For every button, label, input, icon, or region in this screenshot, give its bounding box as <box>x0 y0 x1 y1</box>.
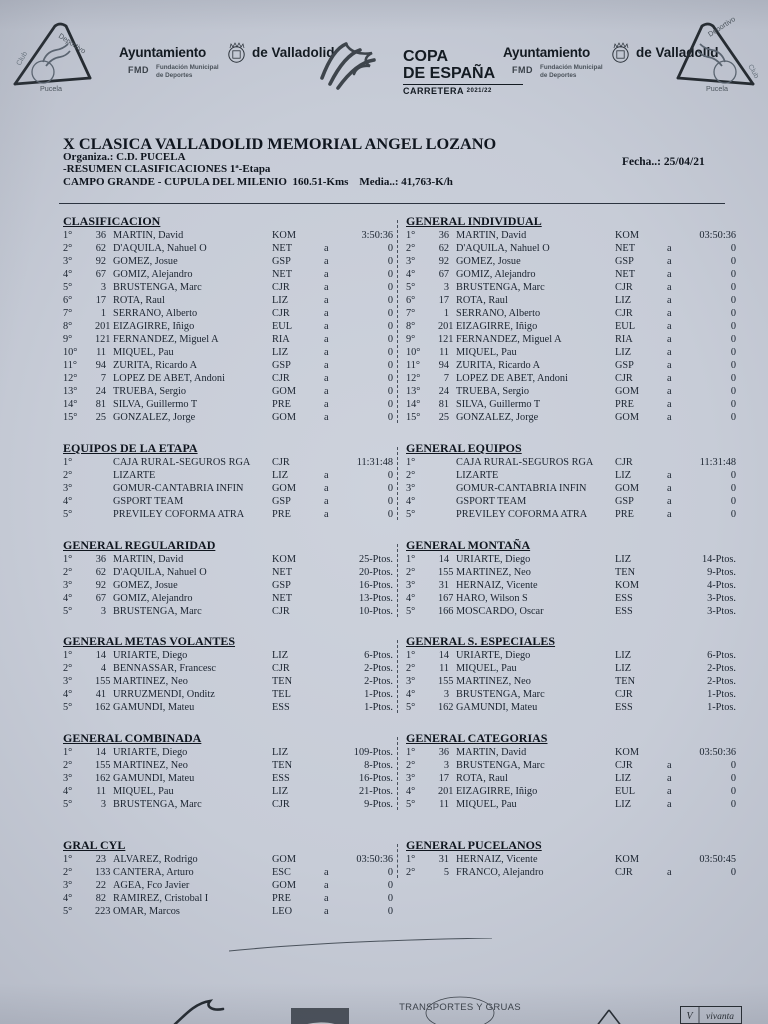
svg-text:Pucela: Pucela <box>40 84 62 93</box>
svg-text:Deportivo: Deportivo <box>706 14 737 38</box>
svg-text:vivanta: vivanta <box>706 1012 734 1022</box>
svg-text:Deportivo: Deportivo <box>57 31 88 55</box>
svg-text:V: V <box>686 1011 694 1022</box>
svg-text:Pucela: Pucela <box>706 84 728 93</box>
svg-text:TRANSPORTES Y GRUAS: TRANSPORTES Y GRUAS <box>399 1002 521 1013</box>
